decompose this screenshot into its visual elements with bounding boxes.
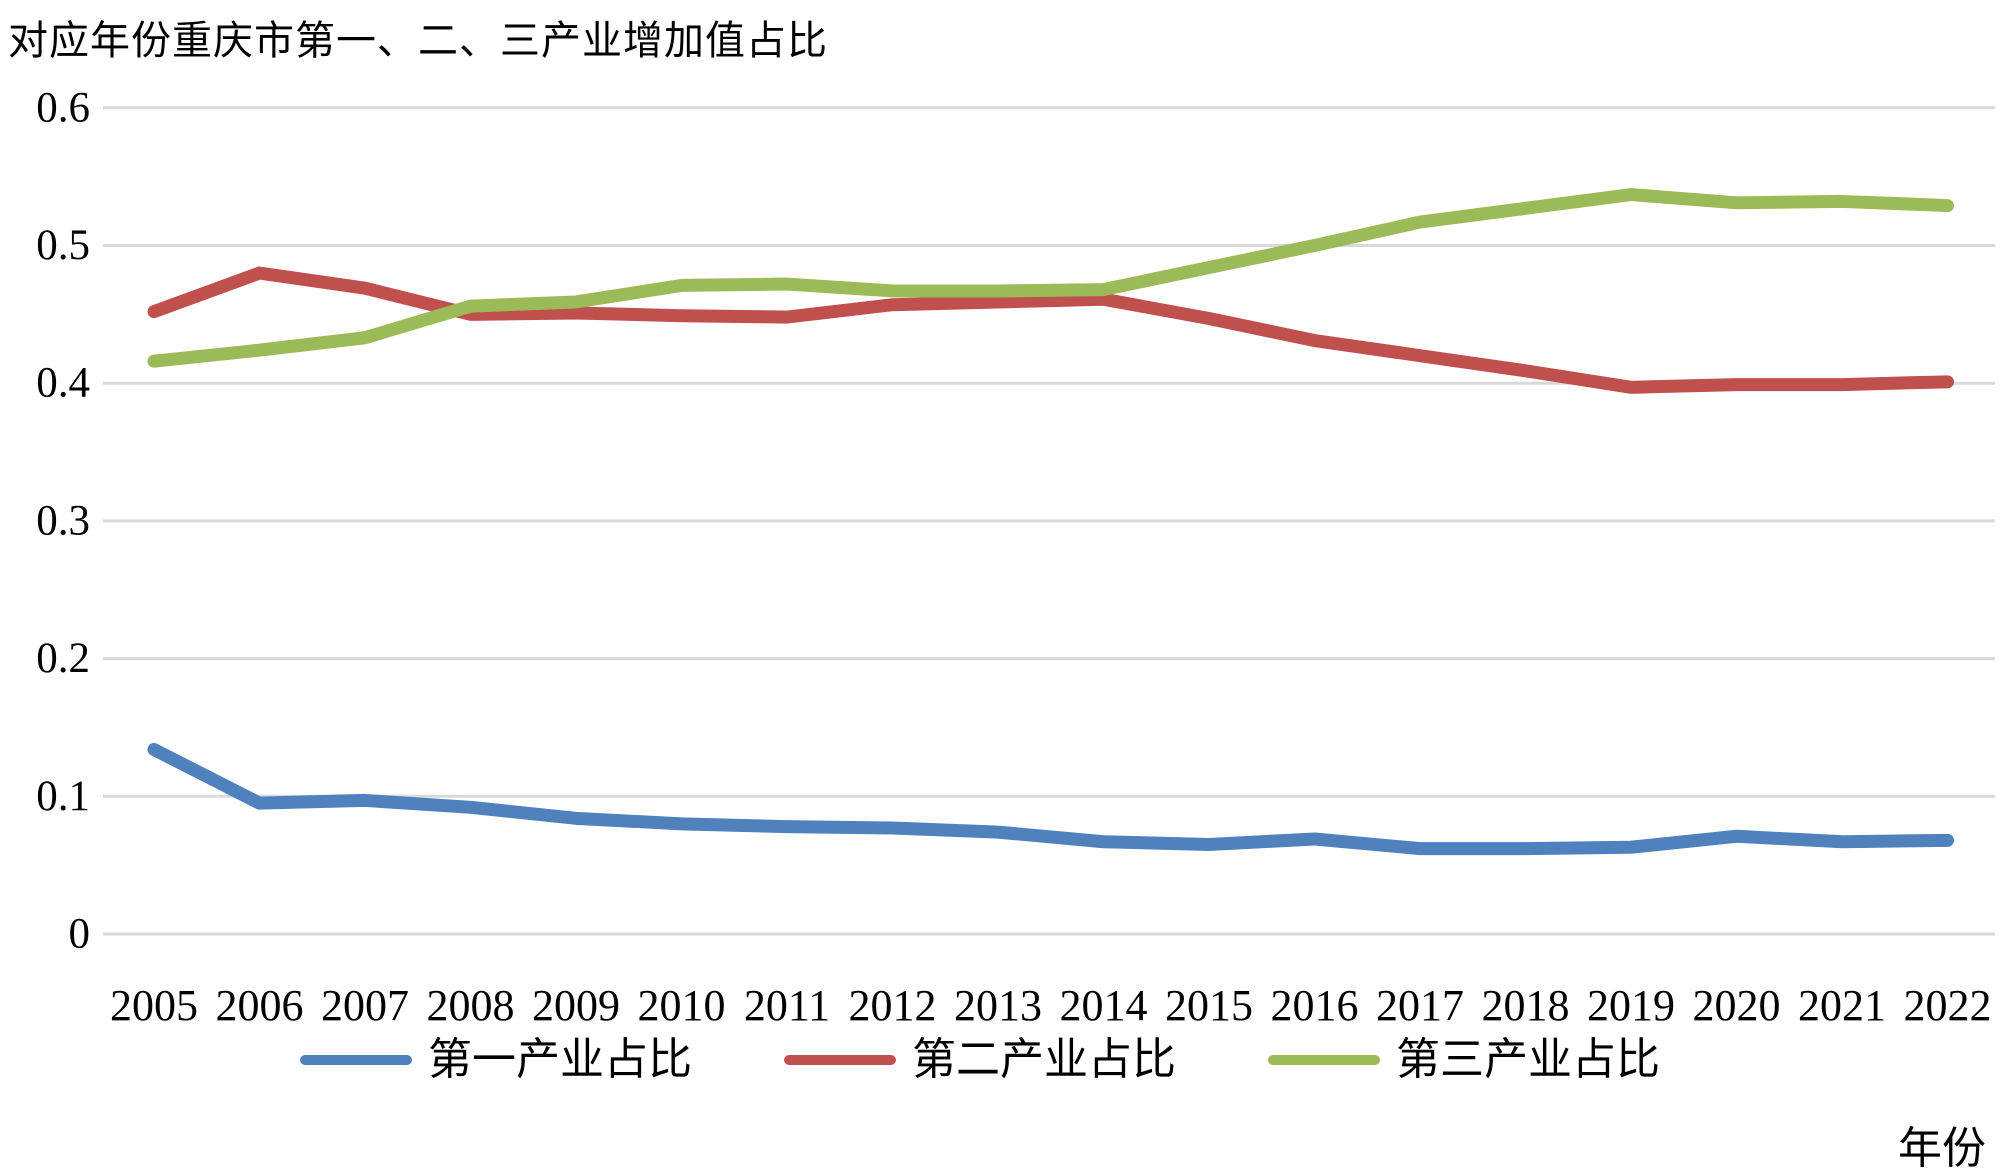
x-tick-label: 2008 [427, 981, 515, 1030]
x-tick-label: 2011 [744, 981, 830, 1030]
x-tick-label: 2009 [532, 981, 620, 1030]
legend-item-tertiary: 第三产业占比 [1268, 1035, 1660, 1084]
x-tick-label: 2019 [1587, 981, 1675, 1030]
y-tick-label: 0.3 [36, 497, 90, 544]
series-line-2 [147, 188, 1954, 368]
y-tick-label: 0.6 [36, 84, 90, 131]
y-tick-label: 0.1 [36, 773, 90, 820]
legend-label-secondary: 第二产业占比 [912, 1035, 1176, 1084]
x-tick-label: 2006 [216, 981, 304, 1030]
x-tick-label: 2022 [1904, 981, 1992, 1030]
x-tick-label: 2020 [1693, 981, 1781, 1030]
x-tick-label: 2005 [110, 981, 198, 1030]
y-tick-label: 0.5 [36, 222, 90, 269]
legend-swatch-secondary-icon [784, 1055, 896, 1066]
x-tick-label: 2013 [954, 981, 1042, 1030]
x-tick-label: 2007 [321, 981, 409, 1030]
chart-legend: 第一产业占比 第二产业占比 第三产业占比 [300, 1035, 1660, 1084]
legend-item-secondary: 第二产业占比 [784, 1035, 1176, 1084]
x-tick-label: 2012 [849, 981, 937, 1030]
series-line-0 [147, 742, 1954, 856]
x-tick-label: 2021 [1798, 981, 1886, 1030]
x-tick-label: 2016 [1271, 981, 1359, 1030]
y-tick-label: 0.4 [36, 360, 90, 407]
y-tick-label: 0.2 [36, 635, 90, 682]
legend-label-tertiary: 第三产业占比 [1396, 1035, 1660, 1084]
x-axis-title: 年份 [1898, 1124, 1986, 1168]
x-tick-label: 2010 [638, 981, 726, 1030]
x-tick-label: 2017 [1376, 981, 1464, 1030]
x-tick-label: 2015 [1165, 981, 1253, 1030]
legend-swatch-primary-icon [300, 1055, 412, 1066]
x-tick-label: 2018 [1482, 981, 1570, 1030]
legend-swatch-tertiary-icon [1268, 1055, 1380, 1066]
chart-title: 对应年份重庆市第一、二、三产业增加值占比 [8, 18, 828, 63]
legend-item-primary: 第一产业占比 [300, 1035, 692, 1084]
y-tick-label: 0 [69, 911, 91, 958]
legend-label-primary: 第一产业占比 [428, 1035, 692, 1084]
x-tick-label: 2014 [1060, 981, 1148, 1030]
